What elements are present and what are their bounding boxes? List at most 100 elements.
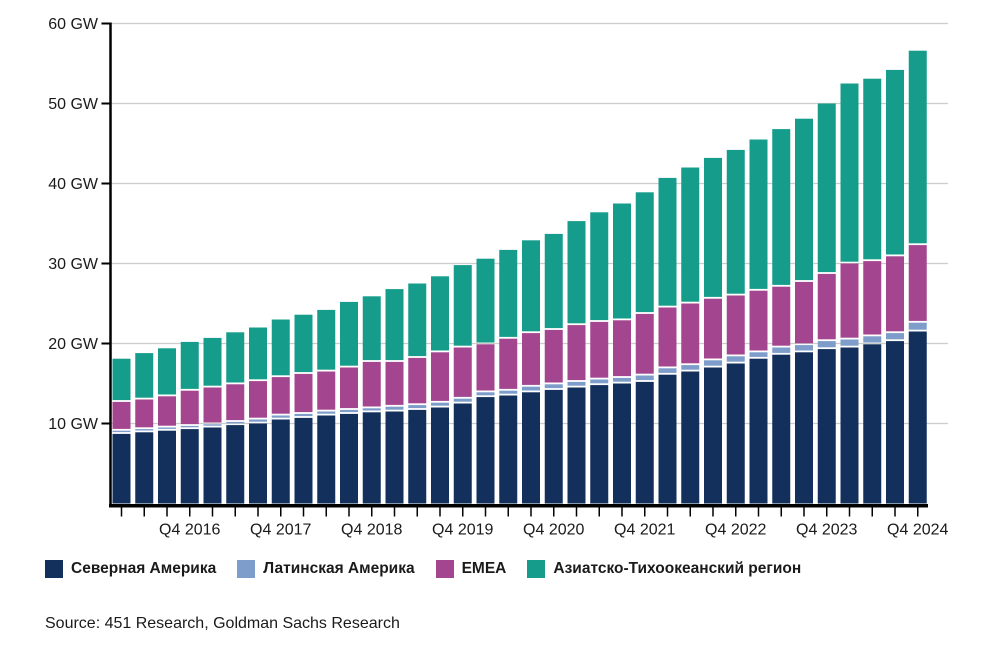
bar-segment	[385, 411, 404, 504]
bar-segment	[431, 402, 449, 406]
bar-segment	[863, 336, 882, 343]
bar-segment	[567, 381, 586, 386]
bar-segment	[590, 212, 609, 321]
source-note: Source: 451 Research, Goldman Sachs Rese…	[45, 615, 400, 632]
bar-segment	[476, 397, 495, 504]
bar-segment	[317, 309, 336, 370]
bar-segment	[135, 429, 154, 431]
bar-segment	[385, 289, 404, 361]
bar-segment	[908, 331, 927, 504]
bar-segment	[249, 327, 267, 380]
x-tick-label: Q4 2024	[887, 522, 948, 539]
bar-segment	[340, 301, 358, 366]
bar-segment	[180, 390, 199, 425]
bar-segment	[590, 321, 609, 378]
bar-segment	[726, 363, 745, 504]
legend-item-latin-america: Латинская Америка	[237, 560, 415, 578]
bar-segment	[613, 383, 631, 504]
x-tick-label: Q4 2021	[614, 522, 675, 539]
bar-segment	[271, 415, 290, 418]
bar-segment	[362, 408, 381, 411]
bar-segment	[749, 290, 768, 351]
bar-segment	[180, 341, 199, 389]
bar-segment	[203, 387, 222, 423]
bar-segment	[749, 139, 768, 289]
bar-segment	[271, 319, 290, 376]
legend-item-north-america: Северная Америка	[45, 560, 216, 578]
bar-segment	[135, 353, 154, 398]
bar-segment	[840, 347, 859, 504]
bar-segment	[340, 413, 358, 504]
bar-segment	[499, 249, 518, 337]
bar-segment	[704, 360, 722, 366]
bar-segment	[408, 409, 427, 504]
bar-segment	[635, 375, 654, 381]
y-tick-label: 40 GW	[48, 176, 99, 193]
bar-segment	[453, 398, 472, 402]
legend: Северная Америка Латинская Америка EMEA …	[45, 560, 801, 578]
bar-segment	[726, 356, 745, 362]
bar-segment	[294, 413, 313, 417]
bar-segment	[431, 407, 449, 504]
bar-segment	[453, 347, 472, 397]
bar-segment	[613, 203, 631, 319]
bar-segment	[817, 349, 836, 504]
y-tick-label: 20 GW	[48, 336, 99, 353]
bar-segment	[795, 352, 813, 504]
y-tick-label: 60 GW	[48, 16, 99, 33]
bar-segment	[499, 390, 518, 394]
x-tick-label: Q4 2020	[523, 522, 584, 539]
bar-segment	[635, 381, 654, 504]
bar-segment	[772, 286, 791, 346]
bar-segment	[271, 377, 290, 414]
y-tick-label: 30 GW	[48, 256, 99, 273]
bar-segment	[408, 357, 427, 404]
bar-segment	[635, 313, 654, 374]
legend-swatch-emea	[435, 560, 454, 578]
bar-segment	[863, 344, 882, 504]
bar-segment	[317, 415, 336, 504]
x-tick-label: Q4 2017	[250, 522, 311, 539]
bar-segment	[704, 157, 722, 297]
bar-segment	[908, 50, 927, 244]
bar-segment	[908, 322, 927, 330]
bar-segment	[431, 276, 449, 351]
bar-segment	[385, 406, 404, 410]
x-tick-label: Q4 2023	[796, 522, 857, 539]
bar-segment	[203, 424, 222, 426]
bar-segment	[681, 303, 700, 364]
bar-segment	[112, 430, 131, 433]
bar-segment	[158, 430, 176, 504]
bar-segment	[590, 385, 609, 504]
bar-segment	[704, 367, 722, 504]
bar-segment	[613, 320, 631, 377]
bar-segment	[886, 341, 904, 504]
bar-segment	[271, 419, 290, 504]
legend-label-north-america: Северная Америка	[71, 560, 217, 577]
bar-segment	[294, 373, 313, 413]
bar-segment	[817, 103, 836, 273]
x-tick-label: Q4 2018	[341, 522, 402, 539]
x-tick-label: Q4 2022	[705, 522, 766, 539]
bar-segment	[362, 296, 381, 361]
bar-segment	[886, 256, 904, 332]
bar-segment	[567, 221, 586, 324]
legend-swatch-latin-america	[237, 560, 256, 578]
bar-segment	[886, 69, 904, 255]
bar-segment	[249, 381, 267, 418]
bar-segment	[453, 403, 472, 504]
bar-segment	[840, 83, 859, 262]
bar-segment	[476, 392, 495, 396]
bar-segment	[795, 281, 813, 344]
bar-segment	[522, 386, 540, 391]
bar-segment	[135, 432, 154, 504]
bar-segment	[362, 361, 381, 407]
bar-segment	[249, 419, 267, 422]
bar-segment	[180, 429, 199, 504]
bar-segment	[544, 329, 563, 383]
bar-segment	[886, 333, 904, 340]
bar-segment	[158, 348, 176, 395]
bar-segment	[522, 240, 540, 332]
bar-segment	[658, 307, 677, 367]
legend-swatch-asia-pacific	[527, 560, 546, 578]
